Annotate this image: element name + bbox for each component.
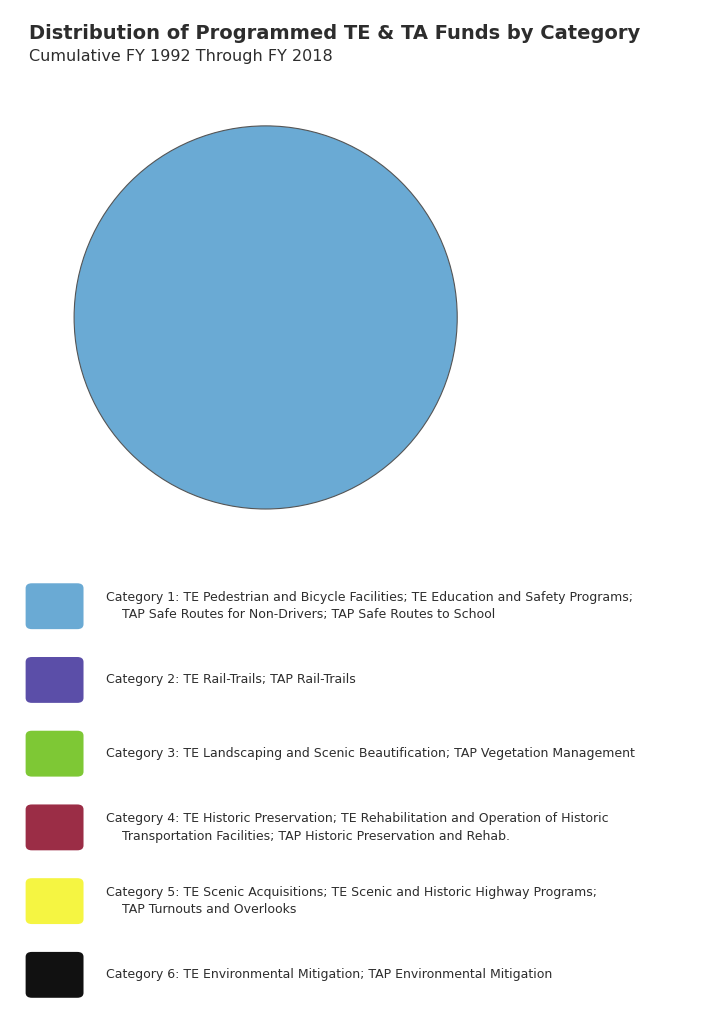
Text: Category 3: TE Landscaping and Scenic Beautification; TAP Vegetation Management: Category 3: TE Landscaping and Scenic Be…	[106, 748, 635, 760]
FancyBboxPatch shape	[26, 584, 83, 629]
Text: Category 2: TE Rail-Trails; TAP Rail-Trails: Category 2: TE Rail-Trails; TAP Rail-Tra…	[106, 674, 356, 686]
FancyBboxPatch shape	[26, 805, 83, 850]
Circle shape	[74, 126, 457, 509]
FancyBboxPatch shape	[26, 731, 83, 776]
Text: Category 4: TE Historic Preservation; TE Rehabilitation and Operation of Histori: Category 4: TE Historic Preservation; TE…	[106, 812, 609, 843]
Text: Category 1: TE Pedestrian and Bicycle Facilities; TE Education and Safety Progra: Category 1: TE Pedestrian and Bicycle Fa…	[106, 591, 633, 622]
FancyBboxPatch shape	[26, 952, 83, 997]
Text: Category 5: TE Scenic Acquisitions; TE Scenic and Historic Highway Programs;
   : Category 5: TE Scenic Acquisitions; TE S…	[106, 886, 597, 916]
FancyBboxPatch shape	[26, 657, 83, 702]
Text: Cumulative FY 1992 Through FY 2018: Cumulative FY 1992 Through FY 2018	[29, 49, 332, 65]
FancyBboxPatch shape	[26, 879, 83, 924]
Text: Distribution of Programmed TE & TA Funds by Category: Distribution of Programmed TE & TA Funds…	[29, 24, 640, 43]
Text: Category 6: TE Environmental Mitigation; TAP Environmental Mitigation: Category 6: TE Environmental Mitigation;…	[106, 969, 553, 981]
